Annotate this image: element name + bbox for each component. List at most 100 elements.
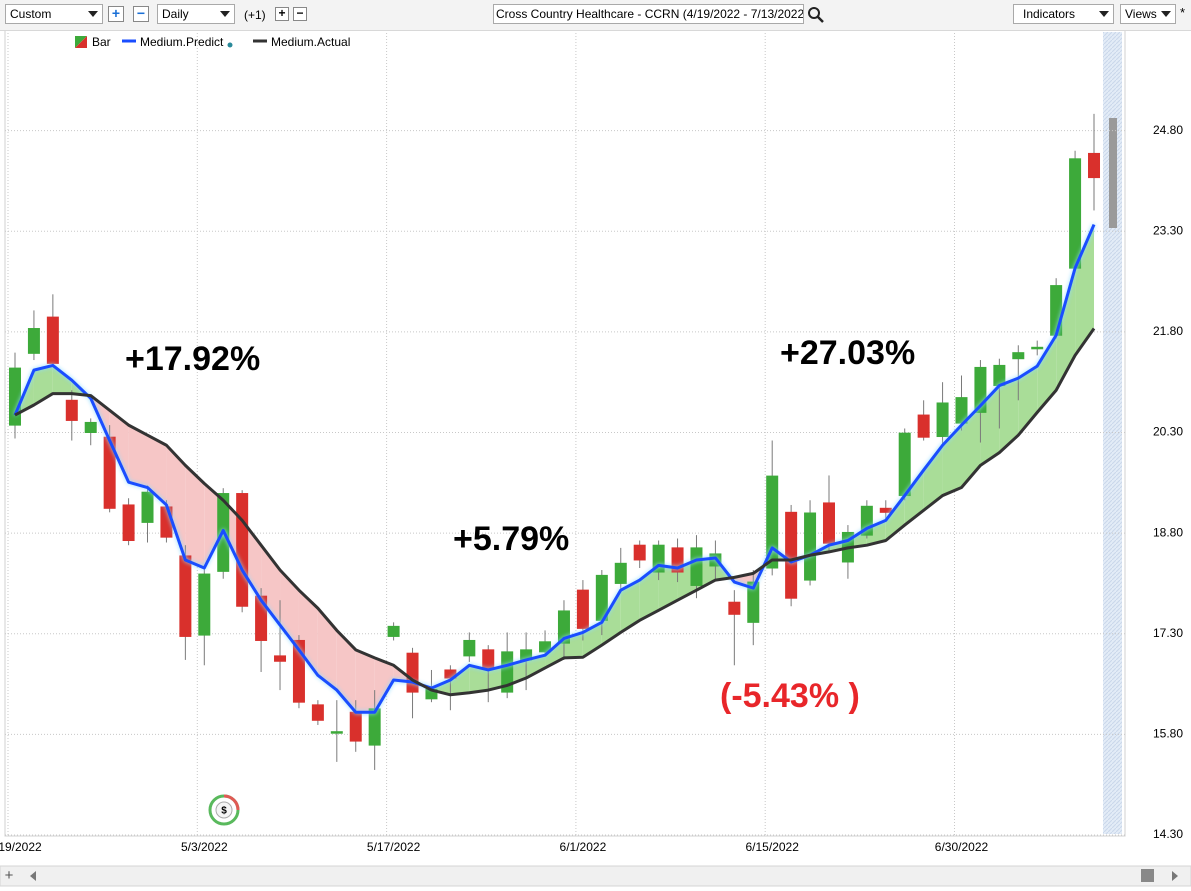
badge-arc	[223, 794, 240, 811]
candle-body	[652, 544, 665, 573]
candle-body	[804, 512, 817, 581]
scroll-plus[interactable]: +	[5, 867, 14, 884]
y-tick-label: 17.30	[1153, 626, 1183, 640]
spread-fill	[52, 365, 72, 394]
spread-fill	[942, 425, 962, 496]
y-tick-label: 21.80	[1153, 324, 1183, 338]
views-menu[interactable]: Views	[1120, 4, 1176, 24]
candle-body	[463, 639, 476, 657]
candle-body	[766, 475, 779, 569]
spread-fill	[1037, 335, 1057, 413]
x-tick-label: 5/17/2022	[367, 840, 421, 854]
scrollbar[interactable]: +	[0, 865, 1191, 887]
candle-body	[84, 421, 97, 433]
spread-fill	[1056, 268, 1076, 391]
candle-body	[633, 544, 646, 561]
scroll-thumb[interactable]	[1141, 869, 1154, 882]
scroll-right[interactable]	[1172, 871, 1178, 881]
legend-label: Bar	[92, 35, 111, 49]
spread-fill	[185, 465, 205, 569]
candle-body	[1031, 346, 1044, 350]
candle-body	[406, 652, 419, 693]
candle-body	[1069, 158, 1082, 269]
search-icon[interactable]	[807, 6, 825, 24]
candle-body	[1012, 352, 1025, 360]
annotation: (-5.43% )	[720, 677, 860, 715]
legend-label: Medium.Actual	[271, 35, 350, 49]
y-tick-label: 14.30	[1153, 827, 1183, 841]
legend-label: Medium.Predict	[140, 35, 224, 49]
candle-body	[690, 547, 703, 586]
y-tick-label: 15.80	[1153, 727, 1183, 741]
spread-fill	[639, 565, 659, 621]
candle-body	[122, 504, 135, 542]
x-tick-label: 4/19/2022	[0, 840, 42, 854]
offset-minus[interactable]: −	[293, 7, 307, 21]
candle-body	[198, 573, 211, 636]
candle-body	[1050, 285, 1063, 336]
offset-plus[interactable]: +	[275, 7, 289, 21]
candle-body	[330, 731, 343, 734]
candle-body	[539, 641, 552, 653]
candle-body	[747, 581, 760, 623]
candle-body	[65, 399, 78, 421]
indicators-menu[interactable]: Indicators	[1013, 4, 1114, 24]
legend-icon	[75, 36, 87, 48]
candle-body	[27, 328, 40, 354]
scroll-left[interactable]	[30, 871, 36, 881]
candle-body	[46, 316, 59, 364]
candle-body	[255, 595, 268, 641]
spread-fill	[109, 410, 129, 483]
spread-fill	[885, 495, 905, 541]
candle-body	[179, 555, 192, 637]
spread-fill	[336, 630, 356, 713]
range-indicator	[1109, 118, 1117, 228]
period-select[interactable]: Daily	[157, 4, 235, 24]
symbol-input[interactable]: Cross Country Healthcare - CCRN (4/19/20…	[493, 4, 804, 24]
candle-body	[785, 511, 798, 599]
annotation: +5.79%	[453, 520, 569, 558]
x-tick-label: 6/1/2022	[560, 840, 607, 854]
candle-body	[9, 367, 21, 426]
spread-fill	[450, 665, 470, 695]
line	[13, 223, 1096, 714]
candle-body	[349, 711, 362, 742]
candle-body	[860, 505, 873, 536]
candle-body	[576, 589, 589, 629]
y-tick-label: 23.30	[1153, 223, 1183, 237]
zoom-out[interactable]: −	[133, 6, 149, 22]
candle-body	[311, 704, 324, 721]
spread-fill	[999, 378, 1019, 453]
line	[14, 327, 1096, 697]
spread-fill	[469, 665, 489, 693]
candle-body	[236, 493, 249, 607]
spread-fill	[961, 405, 981, 488]
candle-body	[671, 547, 684, 573]
badge-core	[215, 801, 233, 819]
candle-body	[368, 708, 381, 746]
candle-body	[936, 402, 949, 438]
candle-body	[160, 506, 173, 538]
toolbar: Custom + − Daily (+1) + − Cross Country …	[0, 0, 1191, 31]
spread-fill	[923, 445, 943, 511]
marker: *	[1180, 5, 1186, 20]
offset: (+1)	[244, 8, 266, 22]
candle-body	[482, 649, 495, 670]
y-tick-label: 20.30	[1153, 425, 1183, 439]
preset-select[interactable]: Custom	[5, 4, 103, 24]
scroll-track[interactable]	[0, 865, 1191, 887]
candle-body	[292, 639, 305, 703]
zoom-in[interactable]: +	[108, 6, 124, 22]
candle-body	[557, 610, 570, 644]
x-tick-label: 6/15/2022	[746, 840, 800, 854]
spread-fill	[147, 435, 167, 505]
candle-body	[614, 562, 627, 584]
candle-body	[501, 651, 514, 693]
candle-body	[879, 507, 892, 513]
spread-fill	[658, 565, 678, 611]
candle-body	[387, 625, 400, 637]
y-tick-label: 24.80	[1153, 123, 1183, 137]
spread-fill	[545, 638, 564, 668]
